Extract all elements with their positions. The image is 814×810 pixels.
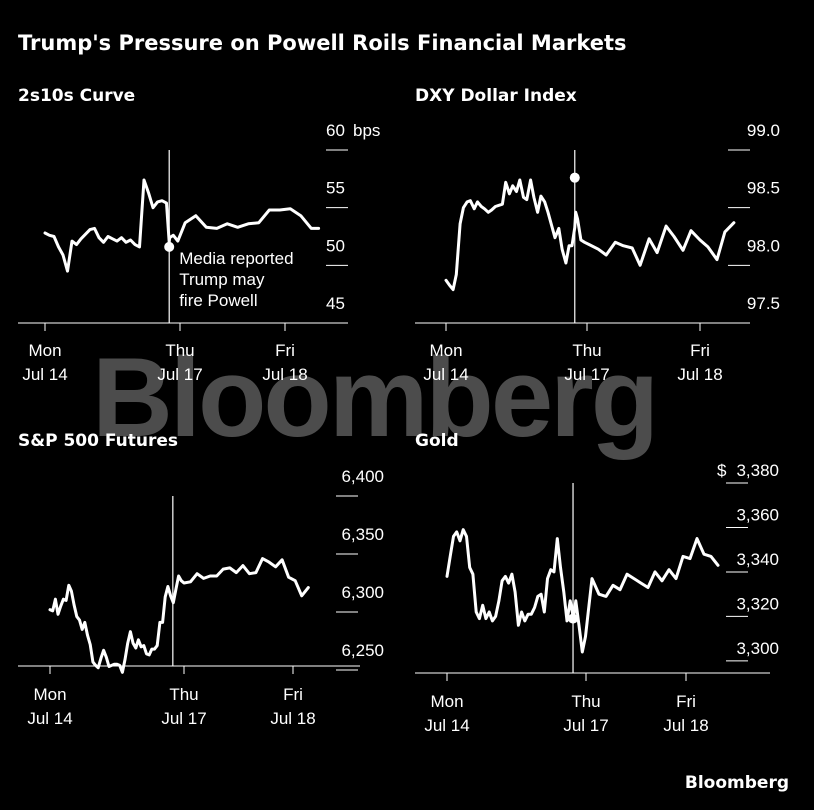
x-tick-label: Fri (283, 685, 303, 704)
x-tick-label: Thu (165, 341, 194, 360)
x-tick-label: Jul 17 (564, 365, 609, 384)
x-tick-label: Mon (429, 341, 462, 360)
y-tick-label: 50 (326, 236, 345, 255)
x-tick-label: Jul 14 (424, 716, 469, 735)
panel-title: DXY Dollar Index (415, 86, 577, 106)
y-tick-label: 45 (326, 294, 345, 313)
x-tick-label: Mon (33, 685, 66, 704)
x-tick-label: Fri (275, 341, 295, 360)
x-tick-label: Jul 18 (663, 716, 708, 735)
y-tick-label: 60 (326, 121, 345, 140)
y-tick-label: 99.0 (747, 121, 780, 140)
y-tick-label: 3,360 (736, 505, 779, 524)
panel-dxy-dollar-index: DXY Dollar Index Mon Jul 14 Thu Jul 17 Fri Jul… (415, 86, 780, 384)
chart-title: Trump's Pressure on Powell Roils Financi… (18, 31, 627, 55)
series-line (43, 178, 321, 273)
series-line (444, 178, 736, 292)
panel-sp500-futures: S&P 500 Futures Mon Jul 14 Thu Jul 17 Fri Jul … (18, 431, 384, 728)
source-logo: Bloomberg (685, 773, 789, 793)
x-tick-label: Jul 17 (563, 716, 608, 735)
y-unit-label: bps (353, 121, 380, 140)
y-tick-label: 98.0 (747, 236, 780, 255)
x-tick-label: Mon (430, 692, 463, 711)
x-tick-label: Fri (690, 341, 710, 360)
x-tick-label: Jul 18 (270, 709, 315, 728)
x-tick-label: Fri (676, 692, 696, 711)
y-tick-label: 6,400 (341, 467, 384, 486)
x-tick-label: Jul 14 (423, 365, 468, 384)
y-tick-label: 55 (326, 179, 345, 198)
y-tick-label: 3,380 (736, 461, 779, 480)
y-tick-label: 6,250 (341, 641, 384, 660)
event-marker (569, 172, 580, 183)
series-line (48, 557, 310, 674)
series-line (445, 528, 720, 654)
x-tick-label: Jul 18 (677, 365, 722, 384)
x-tick-label: Thu (169, 685, 198, 704)
annotation-text: Media reported (179, 249, 293, 268)
annotation-text: Trump may (179, 270, 265, 289)
x-tick-label: Jul 18 (262, 365, 307, 384)
y-tick-label: 6,300 (341, 583, 384, 602)
y-unit-label: $ (717, 461, 727, 480)
y-tick-label: 3,340 (736, 550, 779, 569)
annotation-text: fire Powell (179, 291, 257, 310)
x-tick-label: Thu (572, 341, 601, 360)
panel-title: 2s10s Curve (18, 86, 135, 106)
x-tick-label: Jul 14 (27, 709, 72, 728)
y-tick-label: 98.5 (747, 179, 780, 198)
panel-2s10s-curve: 2s10s Curve Mon Jul 14 Thu Jul 17 Fri Jul 18 60… (18, 86, 380, 384)
y-tick-label: 6,350 (341, 525, 384, 544)
x-tick-label: Jul 17 (161, 709, 206, 728)
event-marker (164, 241, 175, 252)
panel-title: Gold (415, 431, 459, 451)
y-tick-label: 3,300 (736, 639, 779, 658)
x-tick-label: Jul 14 (22, 365, 67, 384)
y-tick-label: 97.5 (747, 294, 780, 313)
panel-gold: Gold Mon Jul 14 Thu Jul 17 Fri Jul 18 3,380 $3,3… (415, 431, 779, 735)
x-tick-label: Thu (571, 692, 600, 711)
panel-title: S&P 500 Futures (18, 431, 178, 451)
y-tick-label: 3,320 (736, 594, 779, 613)
x-tick-label: Mon (28, 341, 61, 360)
x-tick-label: Jul 17 (157, 365, 202, 384)
watermark: Bloomberg (92, 335, 656, 460)
event-marker (568, 613, 579, 624)
